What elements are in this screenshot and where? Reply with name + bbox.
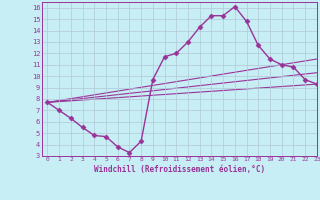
X-axis label: Windchill (Refroidissement éolien,°C): Windchill (Refroidissement éolien,°C) xyxy=(94,165,265,174)
